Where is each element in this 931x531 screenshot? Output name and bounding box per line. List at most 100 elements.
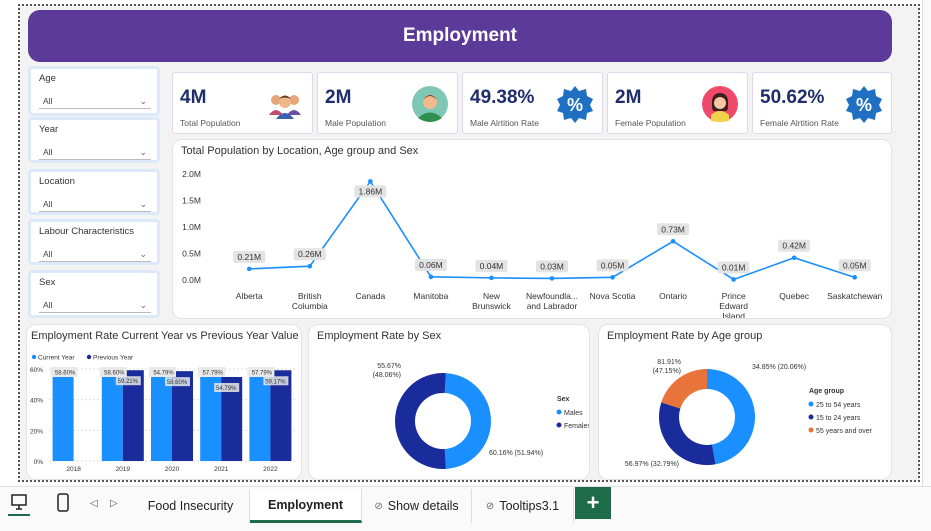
data-label-bg (475, 259, 508, 272)
x-tick-label: Nova Scotia (590, 291, 636, 301)
hidden-eye-icon: ⊘ (485, 500, 495, 512)
tab-show-details[interactable]: ⊘ Show details (362, 489, 472, 523)
sex-dropdown[interactable]: All ⌄ (39, 297, 151, 313)
location-dropdown[interactable]: All ⌄ (39, 196, 151, 212)
data-point (610, 275, 615, 280)
labour-characteristics-dropdown[interactable]: All ⌄ (39, 246, 151, 262)
employment-rate-bar-chart[interactable]: Current Year Previous Year 60% 40% 20% 0% 58.6… (27, 325, 301, 479)
employment-by-sex-donut[interactable]: Sex Males Females 55.67% (48.06%) 60.16% (51.… (309, 325, 589, 479)
data-point (670, 239, 676, 244)
data-label-bg (536, 260, 568, 273)
year-dropdown-value: All (43, 147, 53, 157)
data-label-bg (263, 376, 289, 386)
population-line-chart[interactable]: 2.0M 1.5M 1.0M 0.5M 0.0M 0.21M Alberta 0.26M Bri… (173, 140, 891, 318)
data-label: 58.60% (167, 380, 188, 386)
card-caption: Male Population (325, 118, 386, 128)
line-chart-title: Total Population by Location, Age group … (181, 145, 419, 157)
y-tick-label: 20% (30, 428, 43, 435)
sex-slicer-label: Sex (39, 277, 56, 288)
slice-label: 81.91% (657, 359, 681, 366)
legend-previous-label: Previous Year (93, 355, 134, 362)
current-year-bar (101, 371, 123, 461)
right-pane-edge (922, 0, 931, 531)
data-point (731, 277, 736, 282)
employment-by-age-donut[interactable]: Age group 25 to 54 years 15 to 24 years 55 … (599, 325, 891, 479)
age-dropdown-value: All (43, 96, 53, 106)
x-tick-label: Ontario (659, 291, 687, 301)
data-label: 54.79% (216, 386, 237, 392)
data-label: 0.42M (782, 241, 806, 251)
data-label: 54.79% (153, 371, 174, 377)
previous-page-icon[interactable]: ◁ (90, 498, 98, 509)
percent-badge-icon: % (557, 86, 593, 123)
data-label: 0.01M (722, 262, 746, 272)
slice-label: 56.97% (32.79%) (625, 461, 679, 468)
data-point (307, 263, 313, 269)
x-tick-label: Newfoundla... (526, 291, 578, 301)
legend-marker (556, 422, 562, 428)
add-page-button[interactable]: + (575, 487, 611, 519)
data-point (489, 275, 494, 281)
data-label: 0.03M (540, 261, 564, 271)
population-line-chart-panel: Total Population by Location, Age group … (172, 139, 892, 319)
data-label-bg (165, 377, 190, 387)
tab-food-insecurity[interactable]: Food Insecurity (132, 489, 250, 523)
data-label: 0.06M (419, 260, 443, 270)
next-page-icon[interactable]: ▷ (110, 498, 118, 509)
previous-year-bar (172, 371, 193, 461)
tab-tooltips[interactable]: ⊘ Tooltips3.1 (472, 489, 574, 523)
data-label-bg (596, 259, 629, 272)
data-label: 0.26M (298, 249, 322, 259)
x-tick-label: Prince (722, 291, 746, 301)
x-tick-label: Canada (355, 291, 385, 301)
year-dropdown[interactable]: All ⌄ (39, 144, 151, 160)
data-label: 57.79% (252, 371, 273, 377)
tab-label: Food Insecurity (147, 499, 234, 513)
x-tick-label: 2018 (66, 466, 81, 473)
labour-characteristics-slicer-label: Labour Characteristics (39, 226, 135, 237)
data-label-bg (838, 259, 871, 272)
y-tick-label: 2.0M (182, 169, 201, 179)
data-label: 0.05M (601, 260, 625, 270)
card-value: 2M (325, 87, 352, 108)
slice-label: (48.06%) (373, 372, 401, 379)
y-tick-label: 40% (30, 398, 43, 405)
data-label: 1.86M (359, 186, 383, 196)
bar-chart-title: Employment Rate Current Year vs Previous… (31, 330, 299, 342)
report-canvas: Employment Age All ⌄ Year All ⌄ Location A… (18, 4, 920, 482)
age-slicer[interactable]: Age All ⌄ (28, 66, 160, 116)
employment-rate-bar-chart-panel: Employment Rate Current Year vs Previous… (26, 324, 302, 480)
donut-slice (661, 369, 707, 409)
svg-text:%: % (567, 95, 583, 115)
data-point (428, 274, 434, 280)
card-value: 4M (180, 87, 207, 108)
employment-by-sex-panel: Employment Rate by Sex Sex Males Females 55… (308, 324, 590, 480)
data-point (368, 179, 373, 184)
x-tick-label: Columbia (292, 301, 328, 311)
previous-year-bar (122, 370, 144, 461)
report-title-banner: Employment (28, 10, 892, 62)
legend-title: Sex (557, 396, 570, 403)
mobile-view-icon[interactable] (56, 493, 70, 513)
labour-characteristics-slicer[interactable]: Labour Characteristics All ⌄ (28, 219, 160, 265)
data-label-bg (293, 248, 326, 261)
tab-label: Tooltips3.1 (499, 499, 560, 513)
y-tick-label: 0% (34, 459, 44, 466)
data-label-bg (778, 239, 811, 252)
legend-label: Females (564, 423, 589, 430)
location-slicer[interactable]: Location All ⌄ (28, 169, 160, 215)
y-tick-label: 1.0M (182, 222, 201, 232)
slice-label: (47.15%) (653, 368, 681, 375)
age-dropdown[interactable]: All ⌄ (39, 93, 151, 109)
tab-employment[interactable]: Employment (250, 489, 362, 523)
chevron-down-icon: ⌄ (139, 147, 147, 157)
sex-slicer[interactable]: Sex All ⌄ (28, 270, 160, 318)
chevron-down-icon: ⌄ (139, 249, 147, 259)
card-value: 49.38% (470, 87, 535, 108)
previous-year-bar (221, 376, 243, 461)
x-tick-label: 2020 (165, 466, 180, 473)
card-value: 2M (615, 87, 642, 108)
desktop-view-icon[interactable] (10, 493, 28, 511)
data-point (549, 276, 555, 281)
year-slicer[interactable]: Year All ⌄ (28, 117, 160, 163)
